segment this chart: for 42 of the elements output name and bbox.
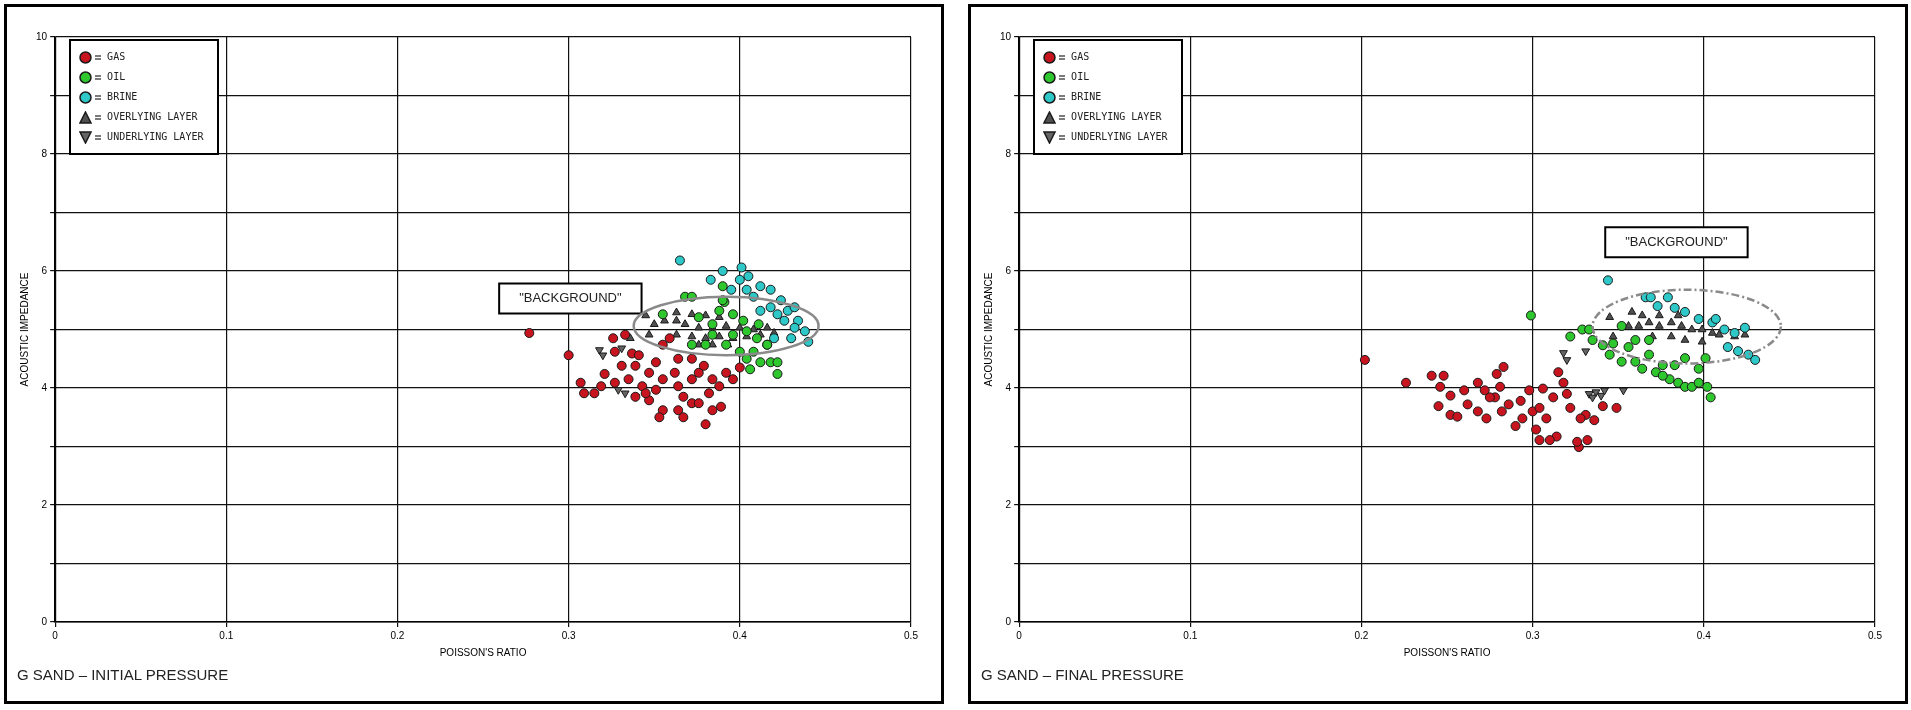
y-tick-label: 6 xyxy=(41,264,48,276)
y-tick-label: 10 xyxy=(36,30,48,42)
x-tick-label: 0.1 xyxy=(219,629,234,641)
x-tick-label: 0.2 xyxy=(1354,629,1369,641)
legend-label: GAS xyxy=(107,50,126,64)
text: G SAND – FINAL PRESSURE xyxy=(981,666,1184,684)
x-tick-label: 0.3 xyxy=(1525,629,1541,641)
y-tick-label: 6 xyxy=(1005,264,1012,276)
legend-label: UNDERLYING LAYER xyxy=(1071,130,1168,144)
x-tick-label: 0 xyxy=(52,629,59,641)
y-tick-label: 8 xyxy=(1005,147,1012,159)
x-tick-label: 0.5 xyxy=(904,629,919,641)
annotation: "BACKGROUND" xyxy=(519,290,622,306)
annotation: "BACKGROUND" xyxy=(1625,233,1729,249)
y-tick-label: 8 xyxy=(41,147,48,159)
legend-label: BRINE xyxy=(107,90,138,104)
legend-label: OVERLYING LAYER xyxy=(107,110,198,124)
y-tick-label: 0 xyxy=(41,615,48,627)
legend-label: OIL xyxy=(1071,70,1090,84)
y-tick-label: 0 xyxy=(1005,615,1012,627)
y-axis-title: ACOUSTIC IMPEDANCE xyxy=(18,272,30,387)
x-tick-label: 0.4 xyxy=(732,629,748,641)
y-tick-label: 4 xyxy=(1005,381,1012,393)
x-tick-label: 0.3 xyxy=(561,629,577,641)
x-axis-title: POISSON'S RATIO xyxy=(1403,646,1491,658)
text: G SAND – INITIAL PRESSURE xyxy=(17,666,229,684)
y-tick-label: 4 xyxy=(41,381,48,393)
y-tick-label: 2 xyxy=(1005,498,1012,510)
y-tick-label: 2 xyxy=(41,498,48,510)
x-tick-label: 0.4 xyxy=(1696,629,1712,641)
x-tick-label: 0.1 xyxy=(1183,629,1198,641)
x-axis-title: POISSON'S RATIO xyxy=(439,646,527,658)
legend-label: OIL xyxy=(107,70,126,84)
x-tick-label: 0.2 xyxy=(390,629,405,641)
y-tick-label: 10 xyxy=(1000,30,1012,42)
legend-label: OVERLYING LAYER xyxy=(1071,110,1162,124)
x-tick-label: 0 xyxy=(1016,629,1023,641)
x-tick-label: 0.5 xyxy=(1868,629,1883,641)
legend-label: UNDERLYING LAYER xyxy=(107,130,204,144)
legend-label: GAS xyxy=(1071,50,1090,64)
legend-label: BRINE xyxy=(1071,90,1102,104)
y-axis-title: ACOUSTIC IMPEDANCE xyxy=(982,272,994,387)
